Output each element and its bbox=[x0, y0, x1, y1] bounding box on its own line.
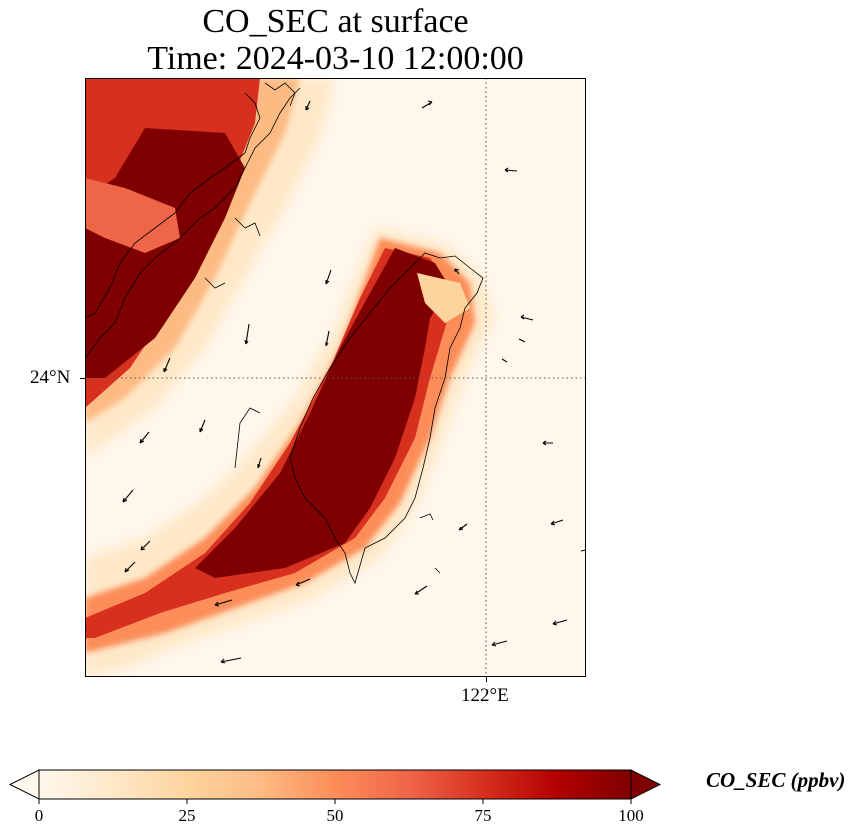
plume-island-gap bbox=[417, 273, 470, 323]
lat-tick-mark bbox=[80, 378, 85, 379]
colorbar-extend-max bbox=[630, 769, 662, 800]
plot-title: CO_SEC at surface bbox=[202, 3, 469, 40]
gridlines bbox=[85, 78, 586, 677]
colorbar-body bbox=[38, 769, 632, 800]
concentration-field bbox=[85, 78, 586, 677]
colorbar-tick-label: 75 bbox=[474, 806, 492, 825]
lon-tick-mark bbox=[486, 677, 487, 682]
lon-tick-label: 122°E bbox=[461, 685, 509, 706]
colorbar bbox=[8, 769, 662, 804]
map-panel bbox=[85, 78, 586, 677]
colorbar-ticks bbox=[38, 799, 632, 804]
colorbar-extend-min bbox=[8, 769, 40, 800]
map-canvas bbox=[85, 78, 586, 677]
colorbar-tick-label: 0 bbox=[34, 806, 44, 825]
colorbar-tick-label: 100 bbox=[618, 806, 644, 825]
plume-island-core bbox=[195, 248, 450, 578]
colorbar-tick-label: 25 bbox=[178, 806, 196, 825]
plume-top-patch bbox=[85, 178, 180, 253]
wind-vectors bbox=[122, 100, 586, 664]
plot-subtitle: Time: 2024-03-10 12:00:00 bbox=[147, 40, 524, 77]
lat-tick-label: 24°N bbox=[30, 367, 71, 388]
colorbar-tick-label: 50 bbox=[326, 806, 344, 825]
colorbar-title: CO_SEC (ppbv) bbox=[706, 768, 846, 792]
